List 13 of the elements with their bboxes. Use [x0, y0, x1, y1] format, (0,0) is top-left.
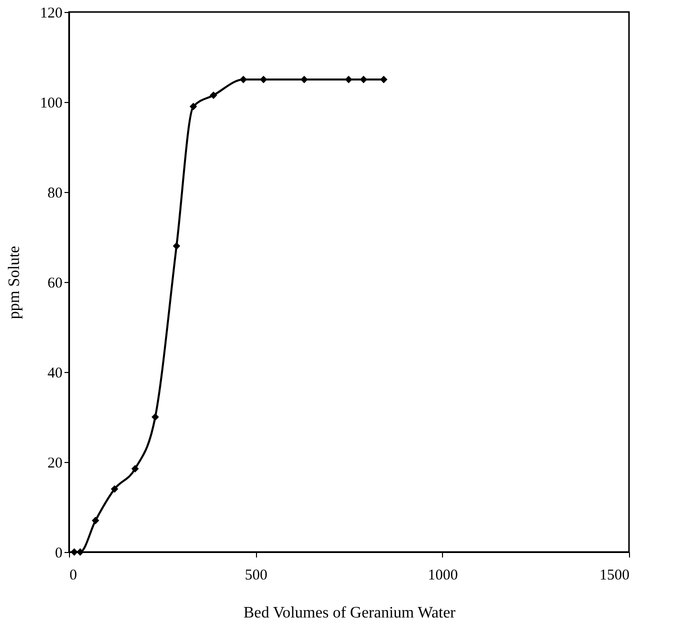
- x-tick-label: 1000: [428, 568, 458, 584]
- y-tick-label: 80: [48, 186, 62, 202]
- y-tick-label: 120: [40, 6, 62, 22]
- x-tick-label: 1500: [600, 568, 630, 584]
- y-axis-title: ppm Solute: [6, 246, 23, 320]
- x-axis-title: Bed Volumes of Geranium Water: [243, 604, 456, 622]
- y-tick-label: 40: [48, 366, 62, 382]
- x-tick-label: 0: [70, 568, 77, 584]
- y-tick-label: 0: [55, 546, 62, 562]
- y-tick-label: 20: [48, 456, 62, 472]
- x-tick-label: 500: [244, 568, 268, 584]
- y-tick-label: 100: [40, 96, 62, 112]
- y-tick-label: 60: [48, 276, 62, 292]
